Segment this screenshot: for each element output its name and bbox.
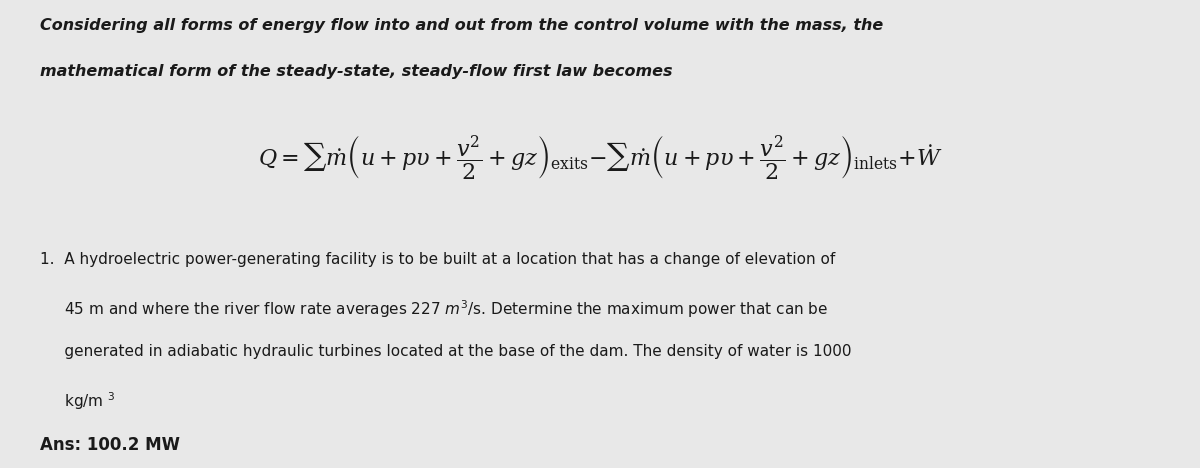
Text: Considering all forms of energy flow into and out from the control volume with t: Considering all forms of energy flow int… xyxy=(40,18,883,33)
Text: 1.  A hydroelectric power-generating facility is to be built at a location that : 1. A hydroelectric power-generating faci… xyxy=(40,252,835,267)
Text: 45 m and where the river flow rate averages 227 $\mathit{m}^3$/s. Determine the : 45 m and where the river flow rate avera… xyxy=(40,299,828,320)
Text: generated in adiabatic hydraulic turbines located at the base of the dam. The de: generated in adiabatic hydraulic turbine… xyxy=(40,344,852,359)
Text: Ans: 100.2 MW: Ans: 100.2 MW xyxy=(40,436,180,454)
Text: $Q = \sum\dot{m}\left(u+p\upsilon+\dfrac{v^2}{2}+gz\right)_{\mathrm{exits}}$$ - : $Q = \sum\dot{m}\left(u+p\upsilon+\dfrac… xyxy=(258,133,942,181)
Text: kg/m $^3$: kg/m $^3$ xyxy=(40,390,115,412)
Text: mathematical form of the steady-state, steady-flow first law becomes: mathematical form of the steady-state, s… xyxy=(40,64,672,79)
